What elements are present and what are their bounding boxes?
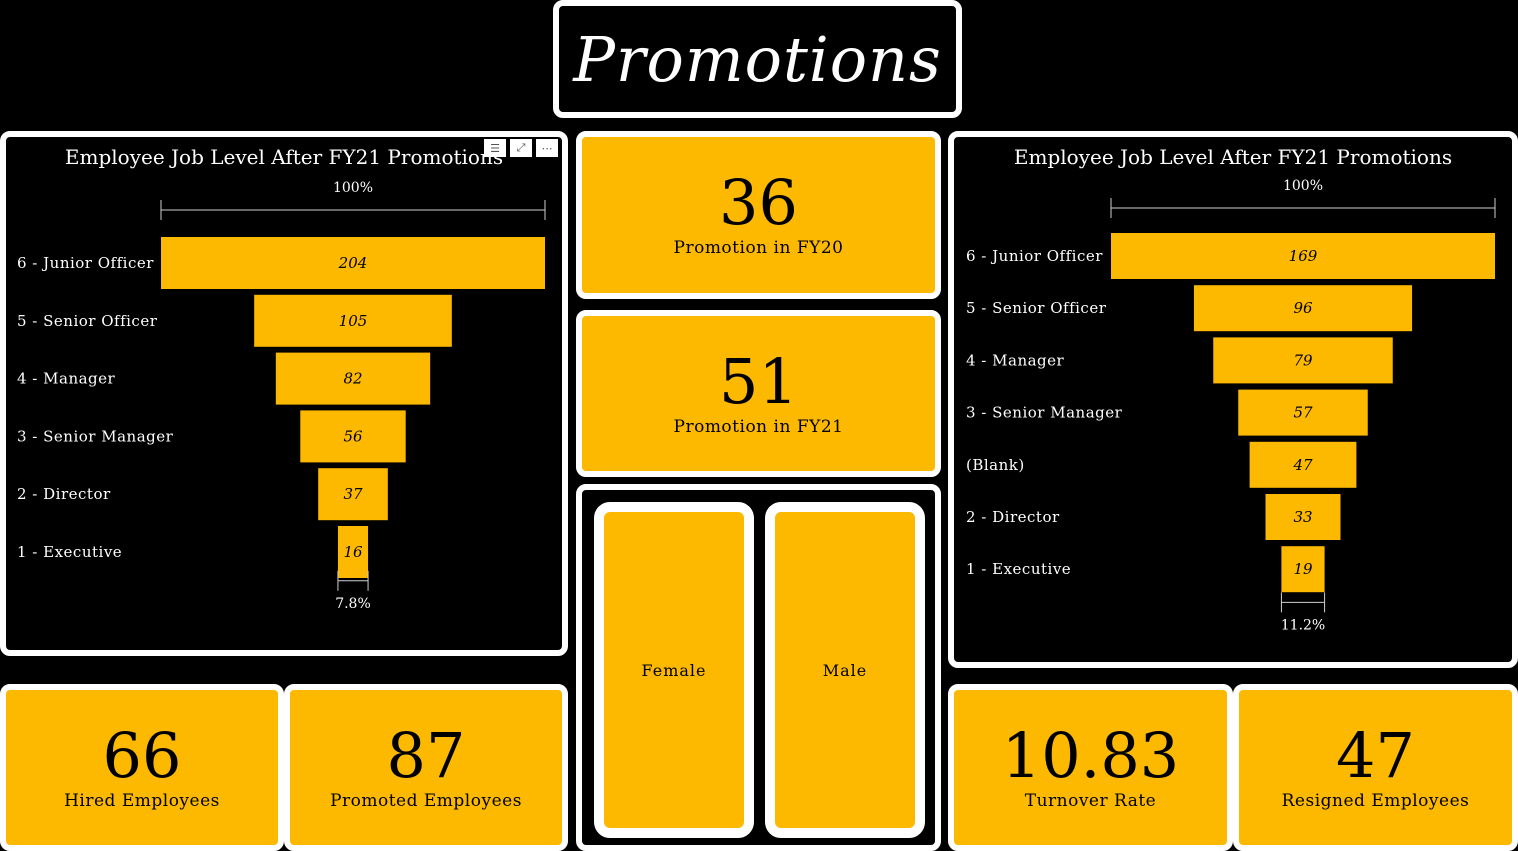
funnel-category-label: 2 - Director [17, 485, 111, 503]
funnel-bar [1213, 337, 1393, 384]
funnel-bar [337, 526, 369, 578]
funnel-bar-value: 96 [1293, 299, 1313, 317]
funnel-category-label: 6 - Junior Officer [966, 247, 1103, 265]
funnel-category-label: 6 - Junior Officer [17, 254, 154, 272]
funnel-bar [318, 468, 388, 521]
page-title: Promotions [573, 22, 942, 96]
more-options-icon[interactable]: ⋯ [536, 139, 558, 157]
funnel-category-label: 3 - Senior Manager [966, 404, 1123, 422]
funnel-bar [254, 294, 452, 347]
focus-mode-icon[interactable]: ⤢ [510, 139, 532, 157]
kpi-value: 66 [102, 718, 182, 792]
funnel-bottom-label: 11.2% [1281, 617, 1325, 633]
funnel-category-label: (Blank) [966, 456, 1025, 474]
funnel-bar-value: 19 [1293, 560, 1313, 578]
gender-male-button[interactable]: Male [765, 502, 925, 838]
funnel-bar-value: 169 [1289, 247, 1318, 265]
funnel-bar-value: 33 [1293, 508, 1312, 526]
funnel-bar [275, 352, 431, 405]
kpi-card-promoted[interactable]: 87 Promoted Employees [284, 684, 568, 851]
kpi-label: Hired Employees [64, 790, 220, 811]
gender-panel: Female Male [576, 484, 941, 851]
funnel-bar-value: 57 [1293, 404, 1313, 422]
funnel-plot-left: 100% 204 6 - Junior Officer 105 5 - Senior O… [17, 180, 546, 612]
funnel-bar-value: 204 [338, 254, 368, 272]
funnel-bar-value: 56 [343, 427, 363, 445]
funnel-bar [1111, 233, 1495, 279]
funnel-bar-value: 105 [339, 312, 368, 330]
funnel-category-label: 5 - Senior Officer [966, 299, 1107, 317]
kpi-card-turnover[interactable]: 10.83 Turnover Rate [948, 684, 1233, 851]
funnel-category-label: 5 - Senior Officer [17, 312, 158, 330]
kpi-value: 87 [386, 718, 466, 792]
chart-title-right: Employee Job Level After FY21 Promotions [1013, 145, 1453, 169]
kpi-card-hired[interactable]: 66 Hired Employees [0, 684, 284, 851]
kpi-label: Promotion in FY21 [673, 416, 844, 437]
chart-title-left: Employee Job Level After FY21 Promotions [64, 145, 504, 169]
funnel-bar-value: 16 [343, 543, 363, 561]
funnel-category-label: 3 - Senior Manager [17, 427, 174, 445]
funnel-plot-right: 100% 169 6 - Junior Officer 96 5 - Senior Of… [966, 178, 1496, 633]
funnel-bar [161, 237, 545, 289]
funnel-bar-value: 79 [1293, 351, 1313, 369]
gender-male-label: Male [822, 660, 868, 680]
funnel-category-label: 2 - Director [966, 508, 1060, 526]
kpi-card-fy20[interactable]: 36 Promotion in FY20 [576, 131, 941, 299]
funnel-bar [1238, 389, 1368, 436]
funnel-bar [1281, 546, 1325, 593]
visual-header-icons: ☰ ⤢ ⋯ [484, 139, 558, 157]
funnel-bar-value: 82 [343, 370, 362, 388]
page-title-box: Promotions [553, 0, 962, 118]
gender-female-label: Female [641, 660, 707, 680]
kpi-value: 36 [719, 166, 798, 239]
funnel-bar-value: 47 [1292, 456, 1313, 474]
funnel-category-label: 4 - Manager [966, 351, 1065, 369]
funnel-category-label: 1 - Executive [966, 560, 1071, 578]
filter-icon[interactable]: ☰ [484, 139, 506, 157]
funnel-bar-value: 37 [343, 485, 363, 503]
funnel-top-label: 100% [1283, 178, 1323, 194]
gender-female-button[interactable]: Female [594, 502, 754, 838]
funnel-bar [1193, 285, 1413, 332]
funnel-category-label: 1 - Executive [17, 543, 122, 561]
kpi-card-fy21[interactable]: 51 Promotion in FY21 [576, 310, 941, 477]
kpi-label: Resigned Employees [1281, 790, 1470, 811]
kpi-value: 51 [719, 344, 798, 418]
kpi-label: Promoted Employees [330, 790, 522, 811]
funnel-top-label: 100% [333, 180, 373, 196]
funnel-bottom-label: 7.8% [335, 596, 371, 612]
funnel-chart-left[interactable]: Employee Job Level After FY21 Promotions… [0, 131, 568, 656]
kpi-value: 47 [1336, 718, 1415, 792]
funnel-bar [1265, 494, 1341, 540]
kpi-label: Promotion in FY20 [673, 238, 844, 258]
funnel-bar [300, 410, 406, 463]
kpi-label: Turnover Rate [1024, 790, 1157, 811]
kpi-card-resigned[interactable]: 47 Resigned Employees [1233, 684, 1518, 851]
funnel-category-label: 4 - Manager [17, 370, 116, 388]
funnel-chart-right[interactable]: Employee Job Level After FY21 Promotions… [948, 131, 1518, 668]
funnel-bar [1249, 441, 1357, 488]
kpi-value: 10.83 [1001, 718, 1180, 792]
